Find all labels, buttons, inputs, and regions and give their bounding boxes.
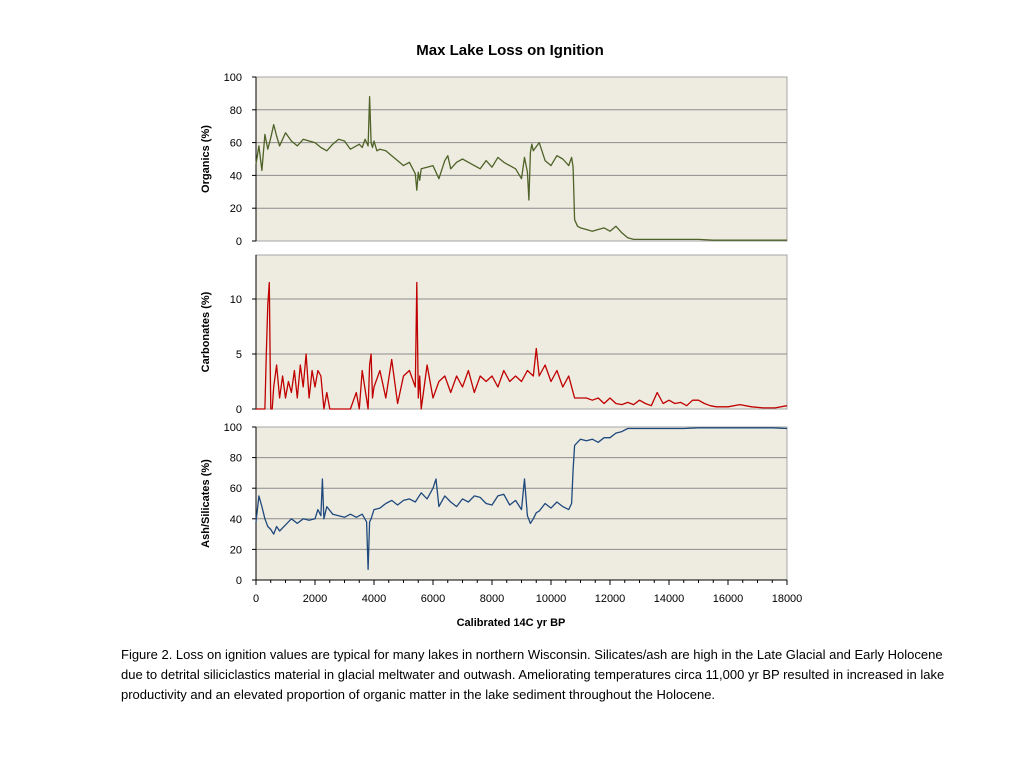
x-tick-label: 14000 [654,593,685,605]
x-tick-label: 16000 [713,593,744,605]
x-tick-label: 0 [253,593,259,605]
x-axis: 0 2000 4000 6000 8000 10000 12000 14000 16000 180… [253,579,803,605]
plot-area [255,254,788,410]
y-tick-label: 0 [236,404,242,416]
y-tick-label: 0 [236,236,242,248]
series-line [256,281,788,410]
y-tick-label: 20 [230,203,242,215]
x-tick-label: 4000 [362,593,386,605]
y-tick-label: 60 [230,483,242,495]
x-tick-label: 2000 [303,593,327,605]
panel-1: 0 20 40 60 80 100 Organics (%) [200,72,788,248]
chart-panels: 0 20 40 60 80 100 Organics (%) 0 5 10 Carbonates (… [200,72,788,587]
y-tick-label: 60 [230,138,242,150]
series-line [255,427,788,570]
y-tick-label: 80 [230,105,242,117]
y-tick-label: 100 [224,72,242,84]
y-tick-label: 20 [230,544,242,556]
y-tick-label: 100 [224,422,242,434]
x-axis-label: Calibrated 14C yr BP [457,617,566,629]
y-tick-label: 80 [230,453,242,465]
y-tick-label: 40 [230,514,242,526]
plot-area [255,76,788,242]
x-tick-label: 10000 [536,593,567,605]
x-tick-label: 8000 [480,593,504,605]
panel-3: 0 20 40 60 80 100 Ash/Silicates (%) [200,422,788,587]
loss-on-ignition-chart: Max Lake Loss on Ignition 020406080100Or… [200,42,803,629]
x-tick-label: 12000 [595,593,626,605]
y-tick-label: 40 [230,170,242,182]
y-axis-label: Organics (%) [200,125,212,193]
y-tick-label: 5 [236,349,242,361]
figure-caption: Figure 2. Loss on ignition values are ty… [121,647,945,702]
x-tick-label: 6000 [421,593,445,605]
series-line [255,96,787,241]
x-tick-label: 18000 [772,593,803,605]
y-axis-label: Carbonates (%) [200,291,212,372]
y-tick-label: 0 [236,575,242,587]
chart-title: Max Lake Loss on Ignition [416,42,604,59]
y-axis-label: Ash/Silicates (%) [200,459,212,548]
y-tick-label: 10 [230,294,242,306]
panel-2: 0 5 10 Carbonates (%) [200,254,788,416]
